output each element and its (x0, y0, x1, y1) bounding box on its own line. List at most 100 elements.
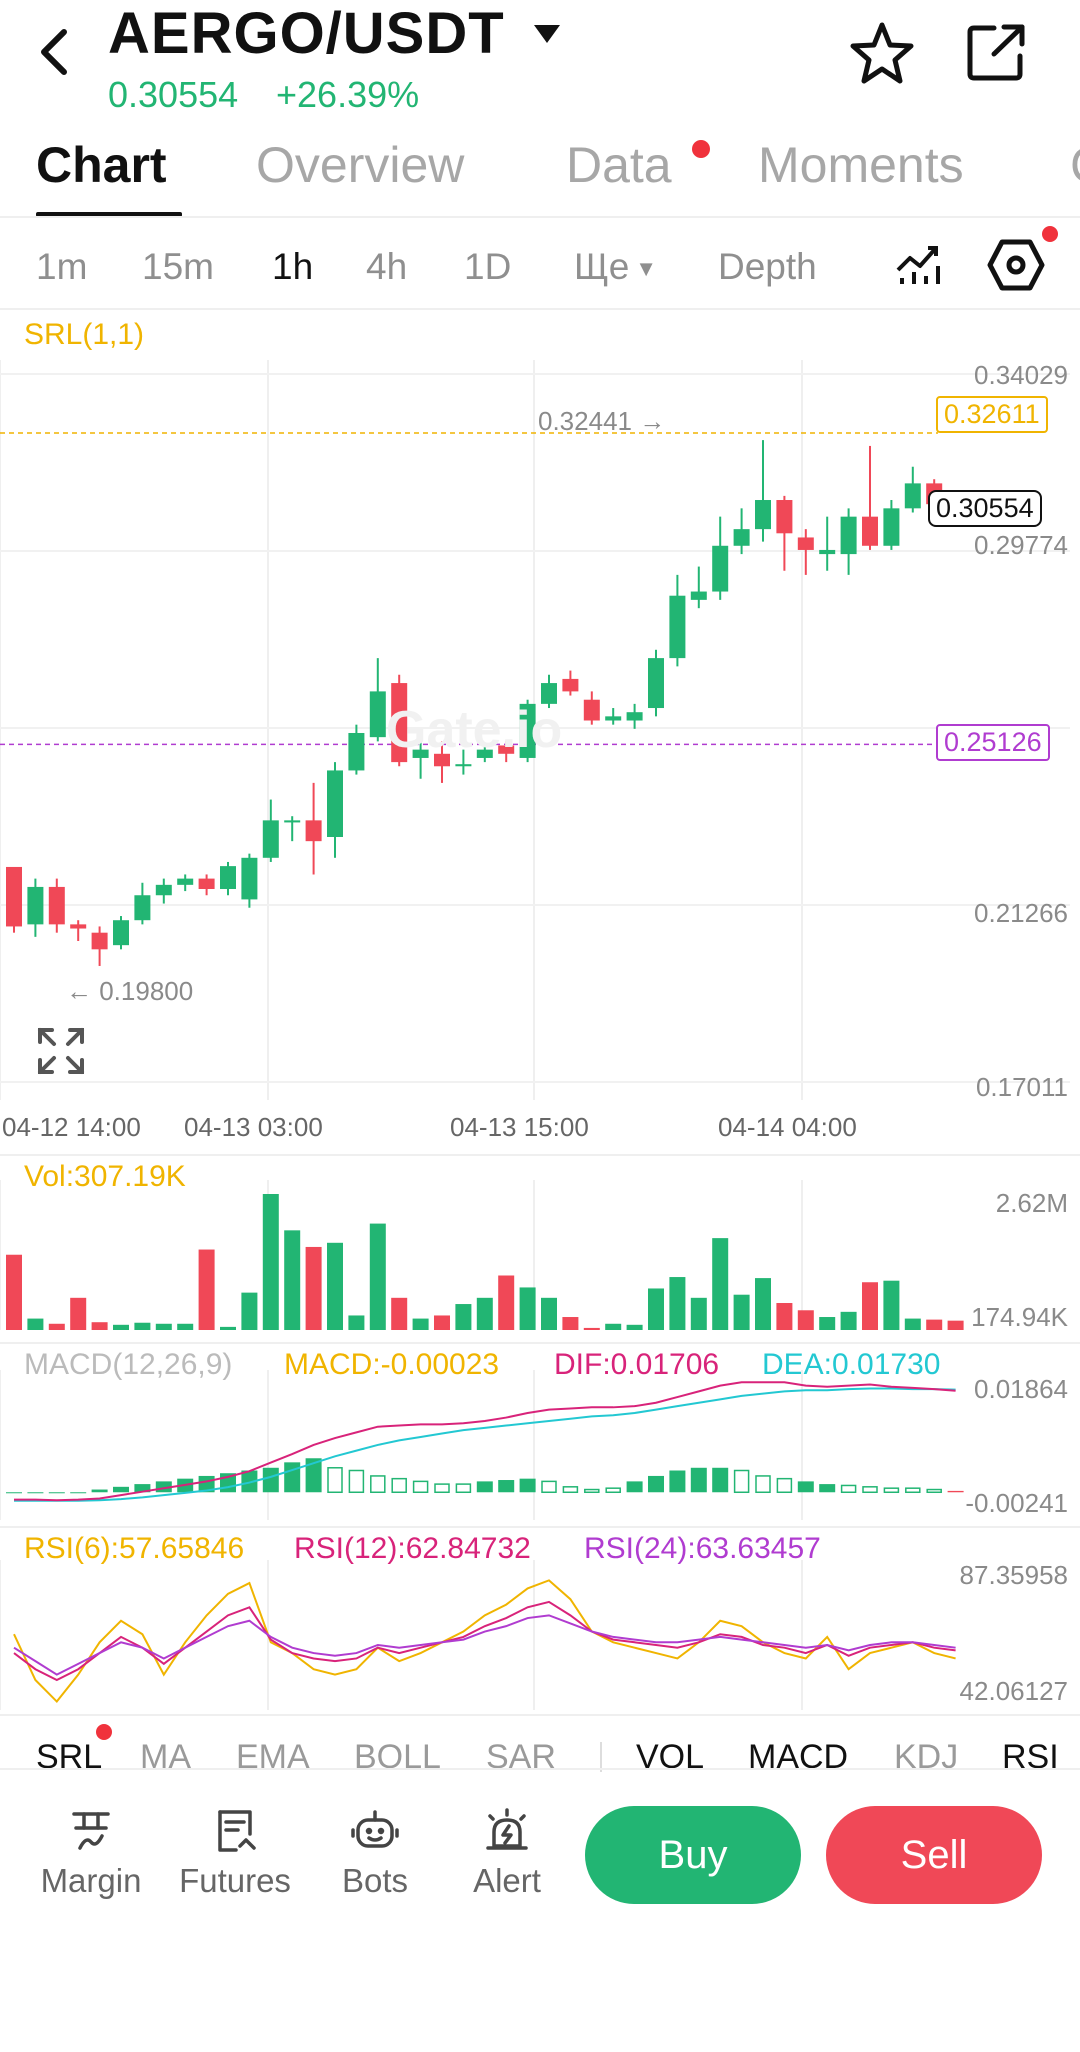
divider (0, 1154, 1080, 1156)
indicator-tab-macd[interactable]: MACD (748, 1738, 849, 1772)
volume-bar (284, 1230, 301, 1330)
indicator-tab-ma[interactable]: MA (140, 1738, 191, 1772)
macd-bar (284, 1462, 301, 1493)
tab-moments[interactable]: Moments (758, 137, 964, 193)
yellow-line-price[interactable]: 0.32611 (936, 396, 1048, 433)
dropdown-caret-icon[interactable] (532, 22, 562, 46)
alert-label: Alert (473, 1862, 541, 1899)
interval-1h[interactable]: 1h (272, 246, 314, 287)
volume-bar (755, 1278, 771, 1330)
candle (626, 712, 643, 721)
candle (113, 920, 129, 946)
indicator-tab-strip: SRL MA EMA BOLL SAR VOL MACD KDJ RSI (0, 1722, 1080, 1772)
candle (648, 658, 664, 709)
y-axis-label: 174.94K (971, 1302, 1068, 1332)
macd-bar (348, 1469, 365, 1494)
volume-bar (27, 1318, 44, 1330)
volume-bar (669, 1277, 686, 1330)
interval-1m[interactable]: 1m (36, 246, 88, 287)
volume-bar (91, 1322, 108, 1330)
candle (434, 753, 450, 767)
bots-button[interactable]: Bots (310, 1806, 440, 1916)
futures-button[interactable]: Futures (170, 1806, 300, 1916)
candle (712, 545, 729, 592)
settings-icon[interactable] (986, 236, 1046, 294)
back-arrow-icon[interactable] (30, 22, 80, 82)
candle (134, 895, 151, 921)
indicator-tab-rsi[interactable]: RSI (1002, 1738, 1059, 1772)
alert-button[interactable]: Alert (442, 1806, 572, 1916)
fullscreen-icon[interactable] (36, 1026, 86, 1076)
macd-bar (776, 1477, 793, 1494)
tab-more[interactable]: C (1070, 136, 1080, 194)
bots-label: Bots (341, 1862, 409, 1899)
candle (91, 932, 108, 950)
volume-bar (690, 1297, 707, 1330)
tab-overview[interactable]: Overview (256, 137, 465, 193)
indicator-tab-sar[interactable]: SAR (486, 1738, 556, 1772)
x-axis-label: 04-13 03:00 (184, 1112, 323, 1142)
macd-bar (926, 1488, 942, 1494)
rsi24-line (13, 1614, 956, 1676)
candle (904, 483, 921, 509)
volume-chart[interactable] (0, 1180, 1070, 1330)
price-change: +26.39% (276, 74, 420, 115)
indicator-tab-ema[interactable]: EMA (236, 1738, 310, 1772)
volume-bar (305, 1246, 322, 1330)
candle (220, 866, 236, 890)
macd-bar (862, 1486, 878, 1494)
purple-line-price[interactable]: 0.25126 (936, 724, 1050, 761)
interval-15m[interactable]: 15m (142, 246, 214, 287)
sell-button[interactable]: Sell (826, 1806, 1042, 1904)
tab-data[interactable]: Data (566, 137, 672, 193)
star-icon[interactable] (848, 20, 916, 86)
y-axis-label: 87.35958 (959, 1560, 1068, 1590)
candle (476, 749, 493, 758)
volume-bar (241, 1292, 258, 1330)
interval-more[interactable]: Ще ▼ (574, 246, 657, 288)
share-icon[interactable] (964, 22, 1030, 84)
candlestick-chart[interactable] (0, 360, 1070, 1100)
volume-bar (712, 1238, 729, 1330)
volume-bar (412, 1318, 429, 1330)
candle (48, 886, 65, 925)
macd-bar (434, 1483, 450, 1494)
macd-bar (541, 1480, 557, 1494)
rsi-chart[interactable] (0, 1560, 1070, 1710)
indicator-chart-icon[interactable] (894, 240, 944, 290)
macd-bar (412, 1480, 429, 1494)
last-price: 0.30554 (108, 74, 239, 115)
indicator-tab-boll[interactable]: BOLL (354, 1738, 441, 1772)
volume-bar (476, 1297, 493, 1330)
macd-bar (947, 1490, 964, 1493)
tab-chart[interactable]: Chart (36, 137, 167, 193)
divider (0, 216, 1080, 218)
candle (348, 732, 365, 771)
rsi6-label: RSI(6):57.65846 (24, 1532, 245, 1565)
volume-bar (733, 1294, 750, 1330)
macd-bar (48, 1492, 65, 1494)
high-marker: 0.32441 → (538, 406, 666, 436)
interval-depth[interactable]: Depth (718, 246, 817, 287)
divider (0, 1768, 1080, 1770)
macd-chart[interactable] (0, 1370, 1070, 1520)
volume-bar (605, 1323, 622, 1330)
interval-4h[interactable]: 4h (366, 246, 408, 287)
y-axis-label: 2.62M (995, 1188, 1068, 1218)
volume-bar (455, 1304, 472, 1330)
pair-title[interactable]: AERGO/USDT (108, 1, 505, 66)
margin-button[interactable]: Margin (26, 1806, 156, 1916)
interval-1d[interactable]: 1D (464, 246, 512, 287)
dif-label: DIF:0.01706 (554, 1348, 720, 1381)
macd-bar (476, 1481, 493, 1493)
current-price-tag[interactable]: 0.30554 (928, 490, 1042, 527)
macd-bar (562, 1486, 579, 1494)
macd-params-label: MACD(12,26,9) (24, 1348, 233, 1381)
candle (455, 764, 472, 767)
chevron-down-icon: ▼ (635, 256, 658, 282)
indicator-tab-kdj[interactable]: KDJ (894, 1738, 959, 1772)
indicator-tab-srl[interactable]: SRL (36, 1738, 103, 1772)
candle (883, 508, 900, 546)
indicator-tab-vol[interactable]: VOL (636, 1738, 705, 1772)
buy-button[interactable]: Buy (585, 1806, 801, 1904)
